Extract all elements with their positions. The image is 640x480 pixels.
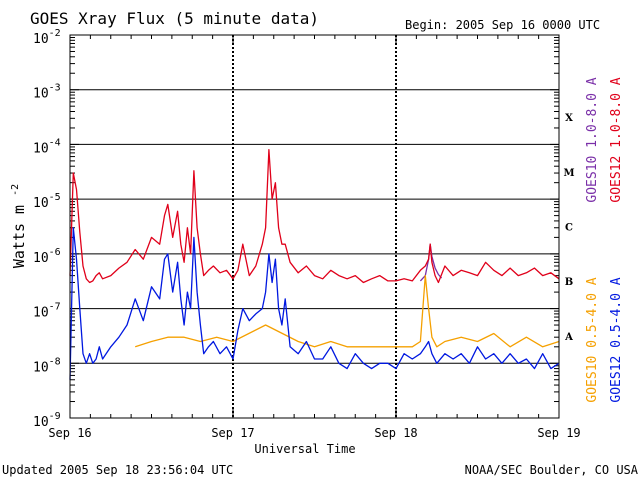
y-tick-base: 10: [33, 360, 49, 375]
y-tick-base: 10: [33, 306, 49, 321]
x-tick-label: Sep 16: [48, 426, 91, 440]
series-line: [134, 274, 560, 348]
flare-class-label: B: [565, 277, 573, 288]
series-lines: [69, 149, 560, 380]
series-line: [69, 227, 560, 380]
x-tick-label: Sep 17: [211, 426, 254, 440]
y-tick-exponent: -9: [49, 411, 61, 422]
y-tick-base: 10: [33, 251, 49, 266]
y-axis-label-text: Watts m: [10, 205, 28, 268]
y-tick-label: 10-3: [33, 83, 61, 102]
flare-class-labels: X M C B A: [563, 113, 574, 343]
y-tick-label: 10-8: [33, 356, 61, 375]
chart-title: GOES Xray Flux (5 minute data): [30, 9, 319, 28]
y-tick-base: 10: [33, 415, 49, 430]
series-line: [69, 149, 560, 284]
y-tick-label: 10-5: [33, 192, 61, 211]
x-axis-tick-labels: Sep 16 Sep 17 Sep 18 Sep 19: [48, 426, 580, 440]
begin-label: Begin: 2005 Sep 16 0000 UTC: [405, 18, 600, 32]
y-tick-exponent: -7: [49, 302, 61, 313]
y-axis-tick-labels: 10-210-310-410-510-610-710-810-9: [33, 28, 61, 430]
legend-entry: GOES10 0.5-4.0 A: [585, 277, 600, 402]
legend-entry: GOES10 1.0-8.0 A: [585, 77, 600, 202]
y-tick-exponent: -2: [49, 28, 61, 39]
y-tick-exponent: -5: [49, 192, 61, 203]
x-tick-label: Sep 19: [537, 426, 580, 440]
plot-frame: [69, 34, 560, 419]
y-axis-label: Watts m -2: [10, 184, 28, 268]
grid: [69, 35, 560, 419]
y-tick-base: 10: [33, 196, 49, 211]
y-axis-label-exponent: -2: [10, 184, 21, 196]
flare-class-label: A: [564, 332, 573, 343]
updated-timestamp: Updated 2005 Sep 18 23:56:04 UTC: [2, 463, 233, 477]
flare-class-label: C: [565, 223, 573, 234]
y-tick-base: 10: [33, 87, 49, 102]
flare-class-label: X: [565, 113, 573, 124]
x-tick-label: Sep 18: [374, 426, 417, 440]
y-tick-label: 10-2: [33, 28, 61, 47]
y-tick-label: 10-4: [33, 137, 61, 156]
legend: GOES10 1.0-8.0 A GOES12 1.0-8.0 A GOES10 0…: [585, 77, 624, 402]
y-tick-exponent: -6: [49, 247, 61, 258]
y-tick-exponent: -8: [49, 356, 61, 367]
y-tick-label: 10-6: [33, 247, 61, 266]
y-tick-label: 10-9: [33, 411, 61, 430]
flare-class-label: M: [563, 168, 574, 179]
y-tick-base: 10: [33, 32, 49, 47]
y-tick-base: 10: [33, 141, 49, 156]
y-tick-exponent: -4: [49, 137, 61, 148]
legend-entry: GOES12 0.5-4.0 A: [609, 277, 624, 402]
credit-label: NOAA/SEC Boulder, CO USA: [465, 463, 639, 477]
legend-entry: GOES12 1.0-8.0 A: [609, 77, 624, 202]
y-tick-label: 10-7: [33, 302, 61, 321]
y-tick-exponent: -3: [49, 83, 61, 94]
x-axis-label: Universal Time: [254, 442, 355, 456]
